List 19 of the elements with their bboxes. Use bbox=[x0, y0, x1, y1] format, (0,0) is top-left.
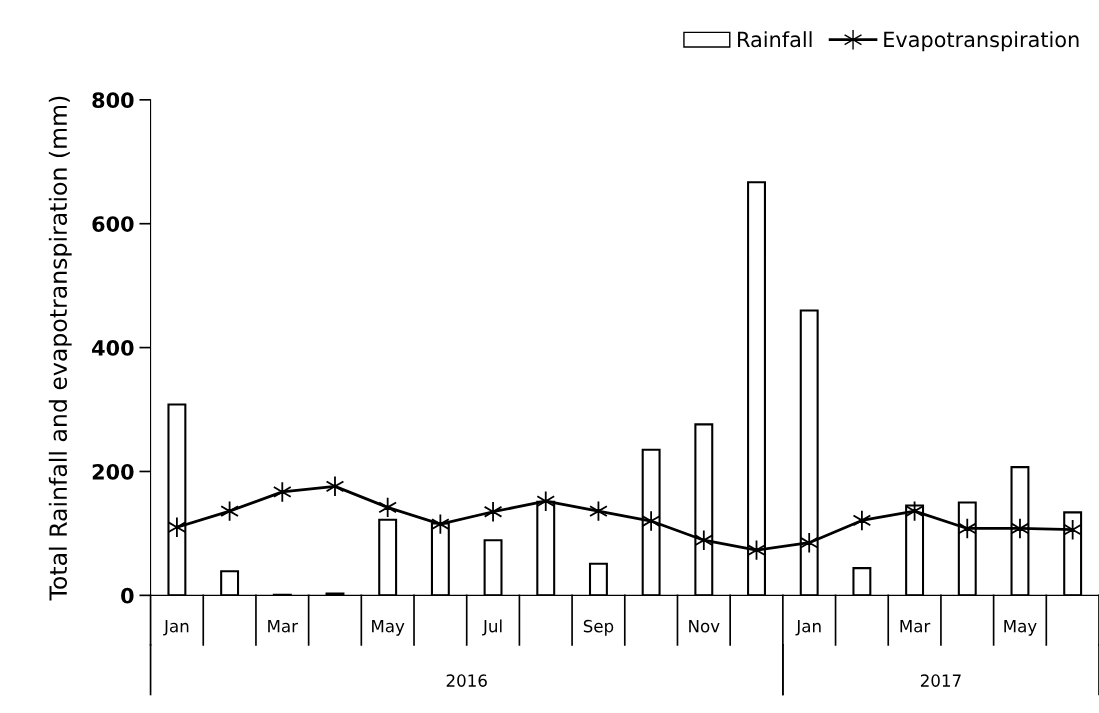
x-tick-label: Mar bbox=[900, 620, 931, 633]
x-tick-label: Jan bbox=[163, 620, 189, 636]
text: 2017 bbox=[920, 674, 961, 687]
x-tick-label: May bbox=[1004, 620, 1037, 636]
text: 2016 bbox=[446, 674, 487, 687]
x-tick-label: Mar bbox=[268, 620, 299, 633]
x-tick-label: Nov bbox=[689, 620, 720, 633]
legend-label: Rainfall bbox=[738, 31, 812, 48]
y-tick-label: 800 bbox=[92, 92, 134, 109]
x-tick-label: Jul bbox=[482, 619, 502, 636]
y-tick-label: 600 bbox=[92, 216, 134, 232]
x-tick-label: Jan bbox=[795, 620, 821, 636]
x-tick-label: Sep bbox=[583, 619, 614, 636]
y-tick-label: 0 bbox=[121, 587, 134, 604]
y-axis-title: Total Rainfall and evapotranspiration (mm) bbox=[48, 96, 72, 601]
legend-label: Evapotranspiration bbox=[884, 31, 1079, 52]
x-tick-label: May bbox=[372, 620, 405, 636]
y-tick-label: 400 bbox=[92, 340, 134, 356]
y-tick-label: 200 bbox=[92, 463, 134, 480]
